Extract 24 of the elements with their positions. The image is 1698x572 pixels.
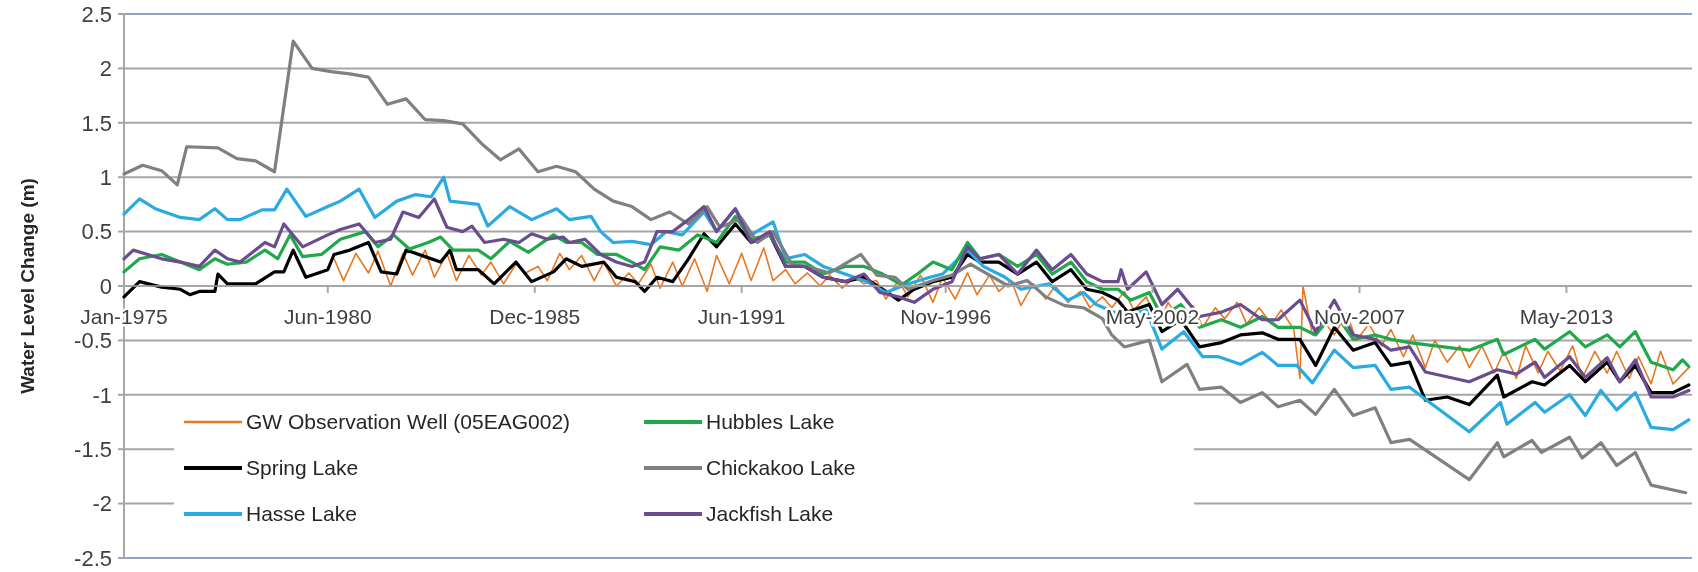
y-tick-label: -2.5 [74, 545, 112, 571]
y-tick-label: -1 [92, 382, 112, 408]
legend-label: Chickakoo Lake [706, 456, 856, 480]
legend-label: Jackfish Lake [706, 502, 834, 526]
y-tick-label: -2 [92, 491, 112, 517]
x-tick-label: Jun-1991 [697, 305, 786, 328]
y-tick-label: 0 [99, 273, 112, 299]
x-tick-label: May-2013 [1519, 305, 1614, 328]
y-tick-label: -1.5 [74, 436, 112, 462]
legend-label: GW Observation Well (05EAG002) [246, 410, 571, 434]
y-tick-label: 1 [99, 164, 112, 190]
legend-label: Hubbles Lake [706, 410, 835, 434]
y-tick-label: 1.5 [81, 110, 112, 136]
x-tick-label: Jun-1980 [284, 305, 372, 328]
y-tick-label: 2.5 [81, 1, 112, 27]
x-tick-label: Nov-1996 [900, 305, 992, 328]
x-tick-label: Jan-1975 [80, 305, 168, 328]
y-tick-label: -0.5 [74, 328, 112, 354]
legend-label: Spring Lake [246, 456, 359, 480]
y-tick-label: 0.5 [81, 219, 112, 245]
x-tick-label: Dec-1985 [489, 305, 581, 328]
y-axis-title: Water Level Change (m) [17, 178, 38, 394]
legend-label: Hasse Lake [246, 502, 357, 526]
y-tick-label: 2 [99, 56, 112, 82]
